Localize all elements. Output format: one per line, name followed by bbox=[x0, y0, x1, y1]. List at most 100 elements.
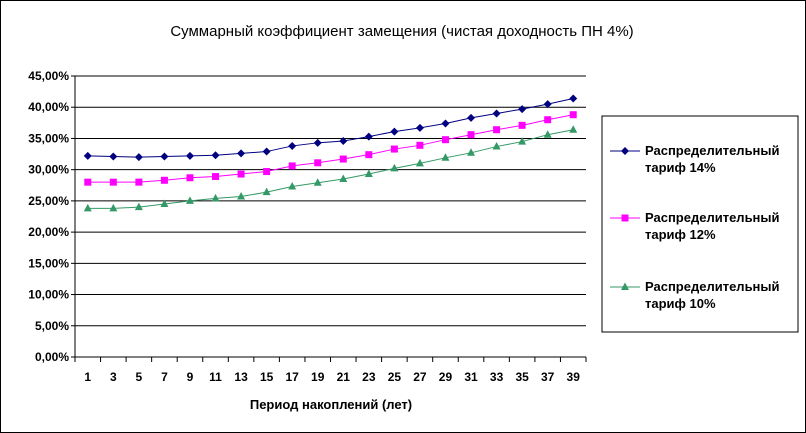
legend-label-line2: тариф 10% bbox=[645, 296, 716, 311]
data-point bbox=[160, 176, 168, 184]
data-point bbox=[364, 169, 373, 178]
legend-entry-1: Распределительный тариф 14% bbox=[610, 143, 780, 175]
x-tick-label: 11 bbox=[209, 370, 222, 384]
legend-label-line1: Распределительный bbox=[645, 210, 780, 225]
series-line bbox=[87, 129, 574, 209]
x-tick-label: 27 bbox=[413, 370, 427, 384]
data-point bbox=[212, 173, 220, 181]
data-point bbox=[211, 193, 220, 202]
data-point bbox=[569, 125, 578, 133]
data-point bbox=[467, 131, 475, 139]
x-tick-label: 25 bbox=[388, 370, 402, 384]
data-point bbox=[83, 151, 92, 160]
series-line bbox=[87, 97, 574, 158]
x-tick-label: 19 bbox=[311, 370, 325, 384]
legend-label-line1: Распределительный bbox=[645, 279, 780, 294]
y-tick-label: 35,00% bbox=[28, 131, 69, 145]
data-point bbox=[415, 158, 424, 167]
data-point bbox=[134, 153, 143, 162]
series-line bbox=[87, 114, 574, 183]
grid-lines bbox=[75, 75, 586, 327]
data-point bbox=[339, 136, 348, 145]
data-point bbox=[416, 141, 424, 149]
legend-label-line1: Распределительный bbox=[645, 143, 780, 158]
legend-entry-2: Распределительный тариф 12% bbox=[610, 210, 780, 242]
data-point bbox=[569, 94, 578, 103]
data-point bbox=[467, 113, 476, 122]
data-point bbox=[390, 145, 398, 153]
data-point bbox=[569, 111, 577, 119]
x-tick-label: 13 bbox=[234, 370, 248, 384]
legend-marker bbox=[621, 282, 629, 290]
x-tick-label: 17 bbox=[285, 370, 299, 384]
data-point bbox=[134, 202, 143, 211]
x-tick-label: 21 bbox=[337, 370, 351, 384]
data-point bbox=[109, 152, 118, 161]
data-point bbox=[493, 126, 501, 134]
legend-box bbox=[601, 115, 799, 333]
data-point bbox=[262, 187, 271, 196]
y-tick-label: 5,00% bbox=[35, 319, 69, 333]
data-point bbox=[543, 130, 552, 138]
x-tick-label: 7 bbox=[161, 370, 168, 384]
y-tick-label: 25,00% bbox=[28, 194, 69, 208]
series-2 bbox=[84, 111, 577, 186]
data-point bbox=[544, 116, 552, 124]
data-point bbox=[441, 136, 449, 144]
data-point bbox=[262, 147, 271, 156]
data-point bbox=[390, 163, 399, 172]
data-point bbox=[492, 109, 501, 118]
data-point bbox=[186, 174, 194, 182]
data-point bbox=[160, 199, 169, 208]
data-point bbox=[185, 151, 194, 160]
data-point bbox=[441, 153, 450, 161]
data-point bbox=[160, 152, 169, 161]
data-point bbox=[185, 196, 194, 204]
data-point bbox=[313, 138, 322, 147]
y-tick-label: 10,00% bbox=[28, 288, 69, 302]
x-tick-label: 9 bbox=[187, 370, 194, 384]
y-tick-label: 45,00% bbox=[28, 69, 69, 83]
axes: 0,00% 5,00% 10,00% 15,00% 20,00% 25,00% 30,00%… bbox=[28, 69, 587, 384]
legend-entry-3: Распределительный тариф 10% bbox=[610, 279, 780, 311]
series-3 bbox=[83, 125, 578, 212]
y-tick-label: 20,00% bbox=[28, 225, 69, 239]
x-tick-label: 37 bbox=[541, 370, 555, 384]
data-point bbox=[109, 178, 117, 186]
data-point bbox=[288, 162, 296, 170]
data-point bbox=[135, 178, 143, 186]
data-point bbox=[288, 141, 297, 150]
x-tick-label: 39 bbox=[567, 370, 581, 384]
x-tick-label: 23 bbox=[362, 370, 376, 384]
data-point bbox=[339, 174, 348, 183]
data-point bbox=[390, 127, 399, 136]
data-point bbox=[288, 182, 297, 190]
legend-label-line2: тариф 12% bbox=[645, 227, 716, 242]
data-point bbox=[518, 105, 527, 114]
x-tick-label: 35 bbox=[515, 370, 529, 384]
x-tick-label: 29 bbox=[439, 370, 453, 384]
legend-label-line2: тариф 14% bbox=[645, 160, 716, 175]
x-tick-label: 5 bbox=[136, 370, 143, 384]
x-tick-label: 1 bbox=[84, 370, 91, 384]
data-point bbox=[83, 203, 92, 212]
x-axis-label: Период накоплений (лет) bbox=[250, 397, 412, 412]
data-point bbox=[518, 121, 526, 129]
series-group bbox=[83, 94, 578, 212]
data-point bbox=[518, 137, 527, 145]
data-point bbox=[543, 100, 552, 109]
y-tick-label: 40,00% bbox=[28, 100, 69, 114]
data-point bbox=[364, 132, 373, 141]
data-point bbox=[365, 151, 373, 159]
data-point bbox=[314, 159, 322, 167]
x-tick-label: 3 bbox=[110, 370, 117, 384]
data-point bbox=[84, 178, 92, 186]
data-point bbox=[237, 149, 246, 158]
data-point bbox=[492, 142, 501, 150]
data-point bbox=[339, 155, 347, 163]
data-point bbox=[211, 151, 220, 160]
x-tick-label: 33 bbox=[490, 370, 504, 384]
data-point bbox=[263, 168, 271, 176]
